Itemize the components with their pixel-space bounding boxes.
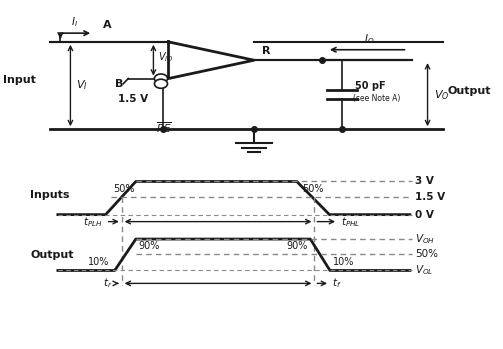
Text: $t_{PHL}$: $t_{PHL}$ [341,215,360,229]
Text: B: B [115,79,123,89]
Text: $t_r$: $t_r$ [103,276,112,290]
Text: $t_{PLH}$: $t_{PLH}$ [83,215,103,229]
Text: 10%: 10% [89,257,110,267]
Text: A: A [103,20,112,30]
Text: $V_{OH}$: $V_{OH}$ [415,232,435,246]
Text: 10%: 10% [332,257,354,267]
Text: 50 pF: 50 pF [355,81,385,91]
Text: Output: Output [30,250,73,260]
Circle shape [154,74,167,83]
Text: $V_{OL}$: $V_{OL}$ [415,263,434,277]
Text: $I_O$: $I_O$ [365,32,375,45]
Text: (see Note A): (see Note A) [353,94,400,103]
Text: $V_I$: $V_I$ [76,79,88,92]
Text: 50%: 50% [415,249,438,259]
Text: $V_O$: $V_O$ [434,88,449,102]
Text: 1.5 V: 1.5 V [118,95,148,104]
Text: 50%: 50% [302,184,323,194]
Text: $t_f$: $t_f$ [332,276,342,290]
Text: 90%: 90% [287,241,308,251]
Text: 50%: 50% [113,184,135,194]
Circle shape [154,79,167,88]
Text: $V_{ID}$: $V_{ID}$ [158,50,174,64]
Text: $I_I$: $I_I$ [71,15,78,29]
Text: Inputs: Inputs [30,190,70,200]
Text: R: R [262,46,270,57]
Text: Output: Output [448,86,491,96]
Text: 0 V: 0 V [415,210,434,220]
Text: Input: Input [3,75,35,85]
Text: 1.5 V: 1.5 V [415,192,445,202]
Text: 90%: 90% [138,241,159,251]
Text: $\overline{RE}$: $\overline{RE}$ [155,120,172,135]
Text: 3 V: 3 V [415,177,434,186]
